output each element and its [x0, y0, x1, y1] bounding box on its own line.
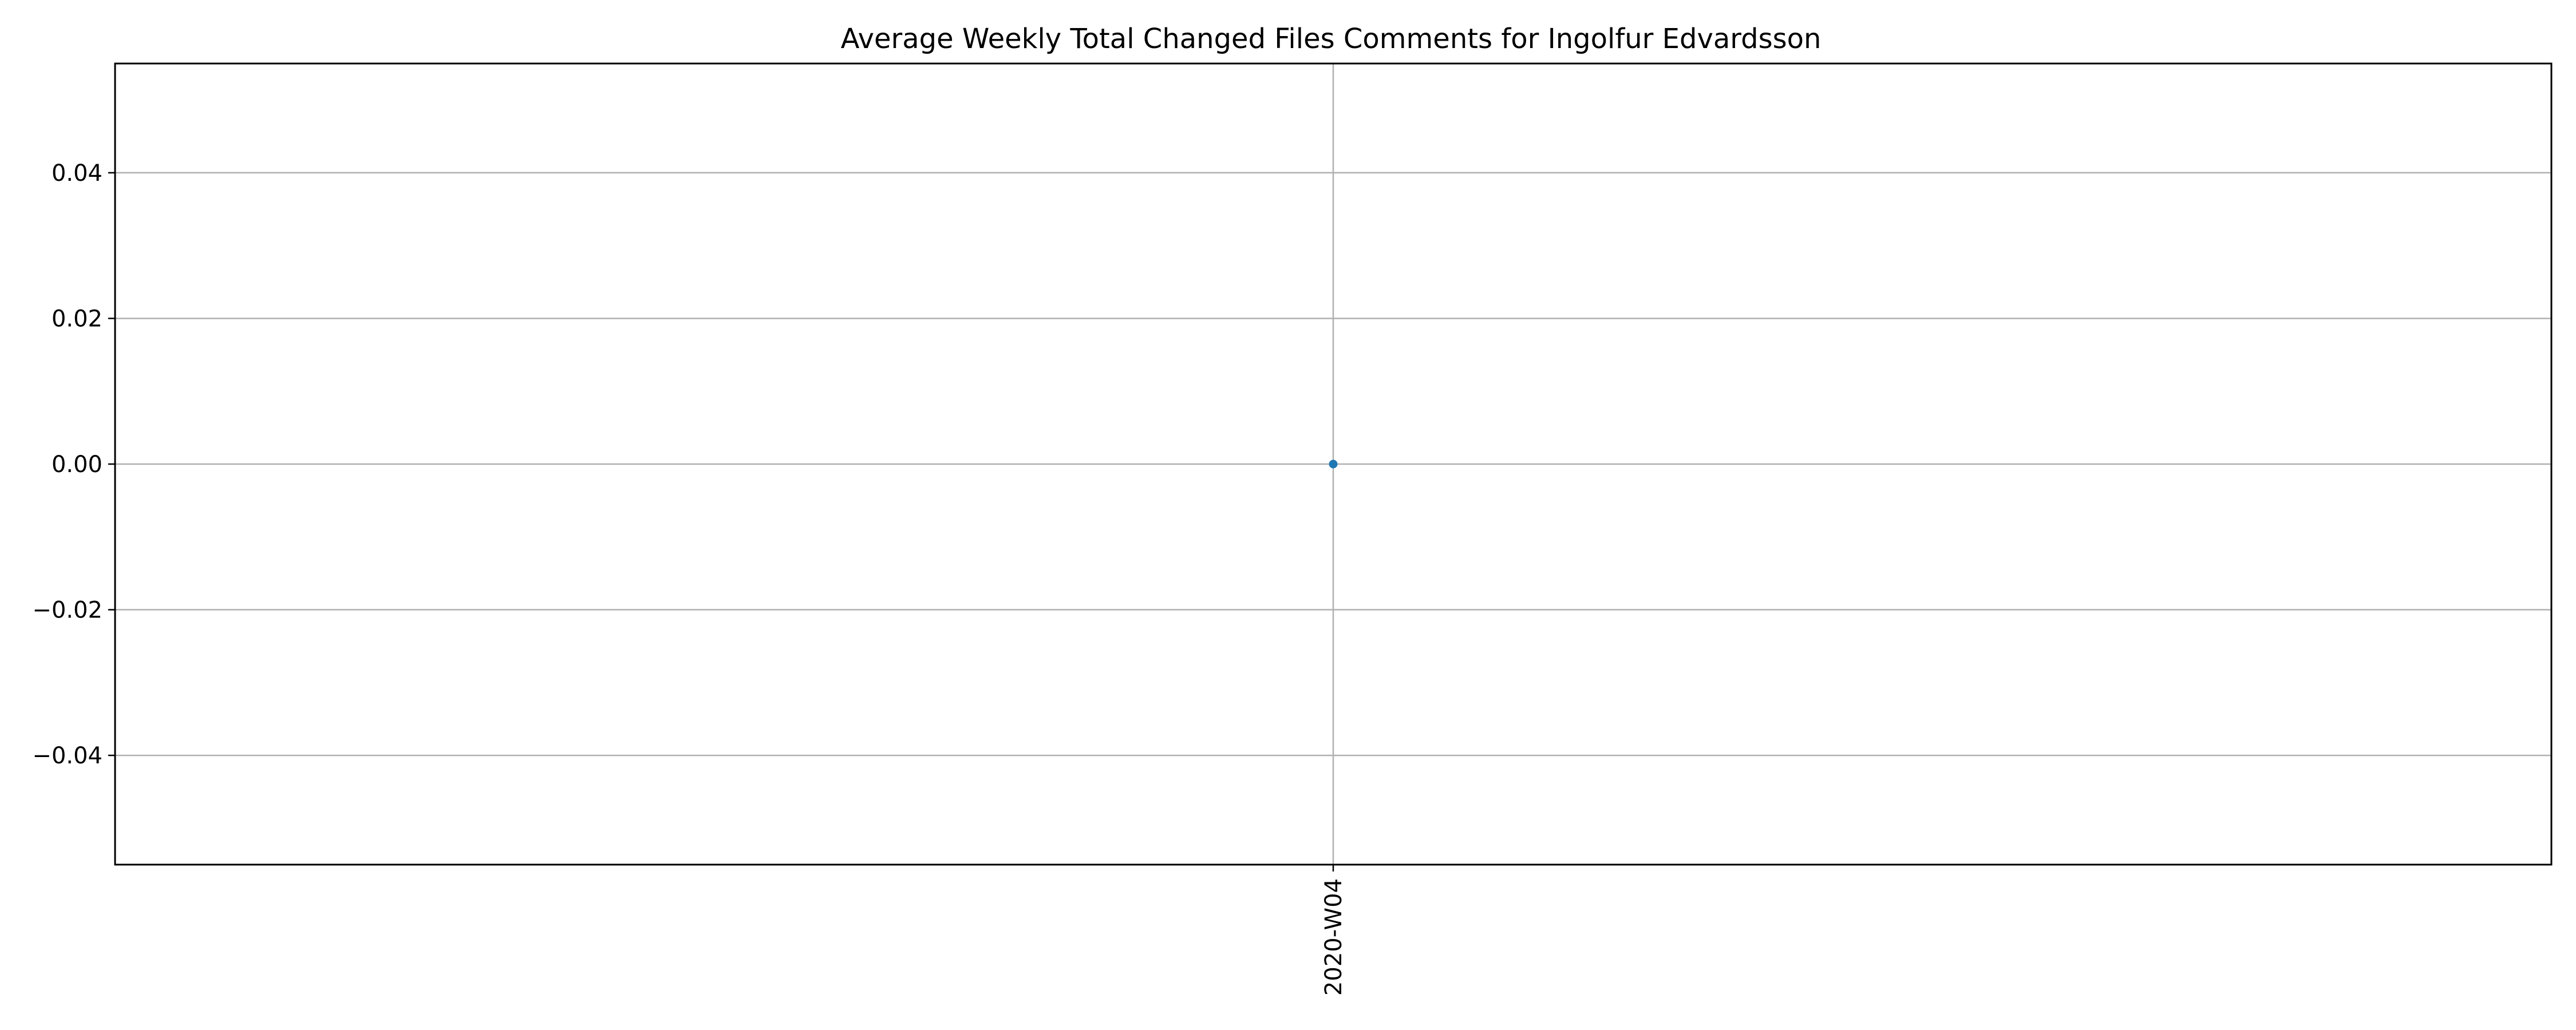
x-axis-ticks: 2020-W04 — [1321, 865, 1347, 996]
y-axis-ticks: −0.04 −0.02 0.00 0.02 0.04 — [32, 160, 115, 769]
y-tick-label: 0.00 — [52, 451, 102, 478]
data-point — [1329, 459, 1338, 469]
chart-title: Average Weekly Total Changed Files Comme… — [841, 23, 1822, 55]
data-series — [1329, 459, 1338, 469]
y-tick-label: −0.02 — [32, 597, 102, 624]
plot-area-frame — [114, 62, 2553, 866]
y-tick-label: −0.04 — [32, 743, 102, 769]
y-tick-label: 0.02 — [52, 306, 102, 332]
x-tick-label: 2020-W04 — [1321, 878, 1347, 996]
y-tick-label: 0.04 — [52, 160, 102, 187]
